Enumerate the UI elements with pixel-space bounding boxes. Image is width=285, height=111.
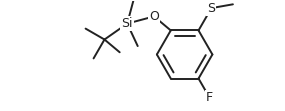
Text: Si: Si [121, 17, 133, 30]
Text: F: F [206, 91, 213, 104]
Text: O: O [149, 10, 159, 23]
Text: S: S [207, 2, 215, 15]
